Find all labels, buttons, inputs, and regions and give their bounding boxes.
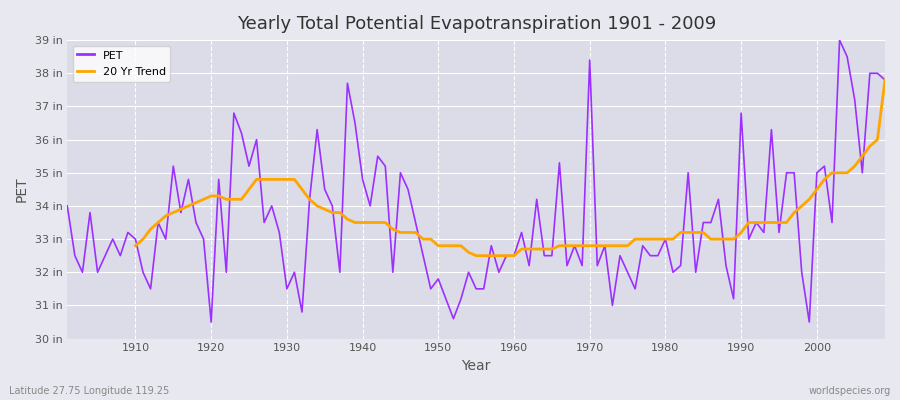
Title: Yearly Total Potential Evapotranspiration 1901 - 2009: Yearly Total Potential Evapotranspiratio… [237, 15, 716, 33]
Text: worldspecies.org: worldspecies.org [809, 386, 891, 396]
20 Yr Trend [304, 197, 315, 202]
PET [834, 38, 845, 42]
Text: Latitude 27.75 Longitude 119.25: Latitude 27.75 Longitude 119.25 [9, 386, 169, 396]
20 Yr Trend [826, 170, 837, 175]
PET [62, 204, 73, 208]
20 Yr Trend [524, 247, 535, 252]
PET [206, 320, 217, 324]
Legend: PET, 20 Yr Trend: PET, 20 Yr Trend [73, 46, 170, 82]
Y-axis label: PET: PET [15, 176, 29, 202]
20 Yr Trend [130, 243, 140, 248]
PET [879, 78, 890, 82]
PET [297, 310, 308, 314]
20 Yr Trend [471, 253, 482, 258]
20 Yr Trend [879, 78, 890, 82]
PET [517, 230, 527, 235]
PET [122, 230, 133, 235]
Line: PET: PET [68, 40, 885, 322]
Line: 20 Yr Trend: 20 Yr Trend [135, 80, 885, 256]
PET [342, 81, 353, 86]
X-axis label: Year: Year [462, 359, 490, 373]
20 Yr Trend [850, 164, 860, 168]
20 Yr Trend [584, 243, 595, 248]
20 Yr Trend [274, 177, 284, 182]
PET [508, 253, 519, 258]
PET [607, 303, 617, 308]
